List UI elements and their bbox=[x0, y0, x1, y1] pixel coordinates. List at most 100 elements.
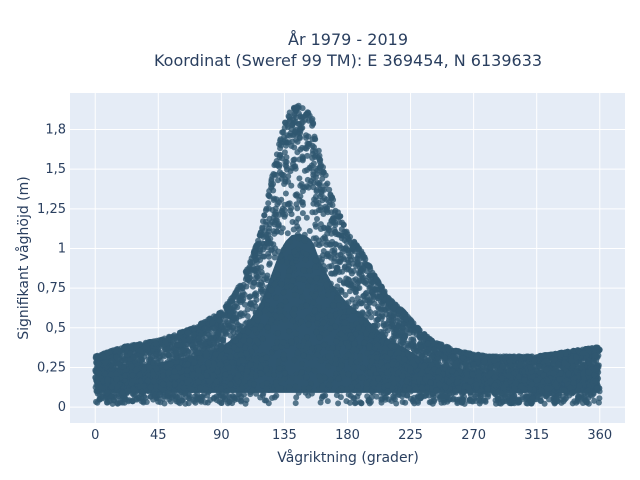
scatter-point bbox=[206, 378, 213, 385]
scatter-point bbox=[368, 332, 375, 339]
scatter-point bbox=[278, 155, 285, 162]
scatter-point bbox=[261, 212, 268, 219]
scatter-point bbox=[318, 395, 325, 401]
scatter-point bbox=[258, 264, 265, 271]
scatter-point bbox=[452, 362, 458, 369]
scatter-point bbox=[323, 241, 330, 248]
scatter-point bbox=[281, 149, 288, 156]
scatter-point bbox=[336, 295, 342, 302]
scatter-point bbox=[289, 219, 296, 225]
scatter-point bbox=[330, 196, 337, 203]
scatter-point bbox=[322, 235, 329, 242]
scatter-point bbox=[249, 259, 256, 266]
scatter-point bbox=[301, 231, 308, 238]
scatter-point bbox=[361, 339, 368, 346]
scatter-point bbox=[229, 324, 236, 331]
scatter-point bbox=[203, 372, 210, 379]
scatter-point bbox=[278, 258, 285, 265]
scatter-point bbox=[332, 323, 339, 330]
scatter-point bbox=[163, 363, 170, 370]
scatter-point bbox=[343, 275, 350, 282]
scatter-point bbox=[357, 299, 364, 305]
scatter-point bbox=[302, 389, 309, 396]
scatter-point bbox=[177, 329, 184, 336]
scatter-point bbox=[152, 383, 159, 389]
scatter-point bbox=[399, 337, 406, 344]
scatter-point bbox=[171, 381, 178, 388]
scatter-point bbox=[190, 331, 197, 338]
scatter-point bbox=[275, 221, 282, 227]
scatter-point bbox=[595, 399, 602, 406]
chart-subtitle: Koordinat (Sweref 99 TM): E 369454, N 61… bbox=[154, 51, 542, 70]
scatter-point bbox=[491, 382, 498, 389]
scatter-point bbox=[281, 213, 288, 220]
scatter-point bbox=[241, 301, 248, 308]
scatter-point bbox=[337, 394, 344, 401]
scatter-point bbox=[282, 137, 288, 144]
scatter-point bbox=[389, 375, 396, 382]
scatter-point bbox=[280, 289, 287, 296]
scatter-point bbox=[180, 384, 187, 391]
scatter-point bbox=[413, 386, 419, 392]
scatter-point bbox=[167, 398, 174, 405]
scatter-point bbox=[157, 399, 164, 406]
scatter-point bbox=[364, 261, 371, 268]
scatter-point bbox=[197, 385, 204, 391]
scatter-point bbox=[314, 216, 320, 222]
scatter-point bbox=[493, 362, 500, 369]
scatter-point bbox=[348, 270, 355, 277]
scatter-point bbox=[368, 394, 375, 401]
scatter-point bbox=[273, 266, 280, 273]
scatter-point bbox=[345, 371, 352, 378]
scatter-point bbox=[292, 383, 299, 390]
scatter-point bbox=[331, 270, 338, 277]
scatter-point bbox=[212, 351, 219, 358]
scatter-point bbox=[282, 176, 289, 183]
scatter-point bbox=[304, 283, 311, 289]
scatter-point bbox=[339, 357, 346, 364]
scatter-point bbox=[268, 316, 275, 323]
scatter-point bbox=[389, 361, 396, 367]
scatter-point bbox=[203, 350, 210, 356]
scatter-point bbox=[236, 297, 243, 304]
scatter-point bbox=[360, 253, 367, 260]
scatter-point bbox=[309, 155, 316, 161]
scatter-point bbox=[178, 353, 185, 360]
scatter-point bbox=[268, 181, 274, 188]
scatter-point bbox=[108, 371, 114, 378]
scatter-point bbox=[459, 399, 466, 406]
scatter-point bbox=[414, 398, 421, 405]
scatter-point bbox=[351, 340, 358, 347]
scatter-point bbox=[273, 319, 280, 326]
scatter-point bbox=[341, 264, 348, 271]
scatter-point bbox=[428, 353, 435, 360]
scatter-point bbox=[329, 317, 335, 324]
scatter-point bbox=[298, 361, 305, 367]
scatter-point bbox=[499, 375, 505, 382]
scatter-point bbox=[291, 357, 298, 364]
scatter-point bbox=[543, 391, 550, 398]
scatter-point bbox=[104, 389, 111, 396]
scatter-point bbox=[229, 294, 236, 301]
scatter-point bbox=[314, 351, 321, 358]
scatter-point bbox=[316, 344, 323, 351]
scatter-point bbox=[311, 307, 318, 314]
scatter-point bbox=[402, 399, 409, 406]
scatter-point bbox=[363, 277, 370, 284]
scatter-point bbox=[435, 356, 442, 363]
scatter-point bbox=[364, 350, 371, 357]
scatter-point bbox=[311, 293, 318, 300]
scatter-point bbox=[255, 269, 262, 276]
scatter-point bbox=[133, 396, 140, 403]
scatter-point bbox=[304, 334, 310, 341]
scatter-point bbox=[360, 293, 367, 300]
scatter-point bbox=[293, 114, 300, 121]
scatter-point bbox=[325, 363, 332, 370]
scatter-point bbox=[374, 286, 381, 293]
scatter-point bbox=[226, 399, 233, 406]
scatter-point bbox=[180, 347, 187, 354]
scatter-point bbox=[429, 391, 436, 398]
scatter-point bbox=[340, 373, 346, 380]
scatter-point bbox=[351, 395, 358, 402]
